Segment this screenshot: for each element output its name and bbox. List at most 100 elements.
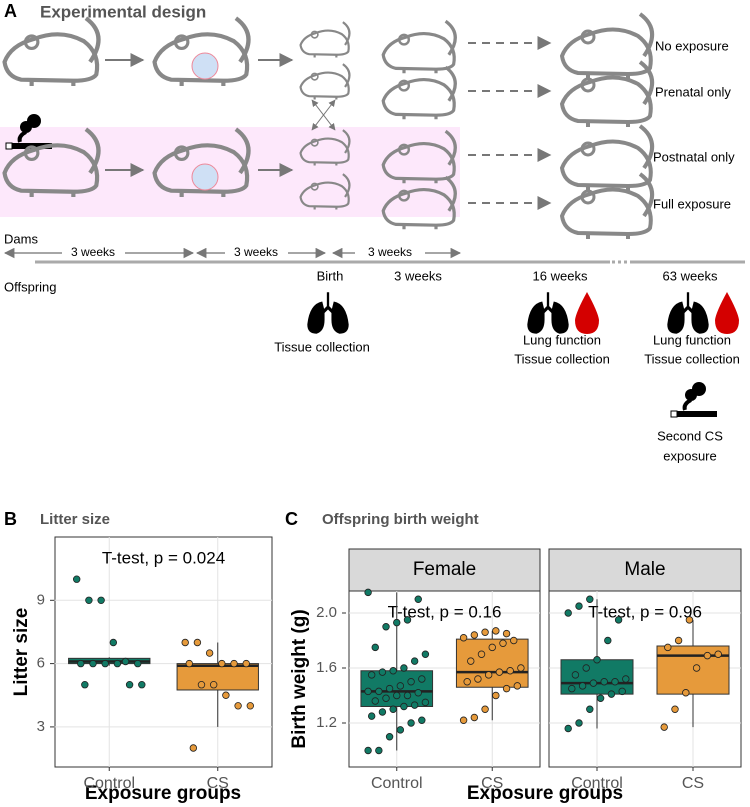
data-point [660,723,668,731]
interval-label: 3 weeks [71,245,115,259]
data-point [407,719,415,727]
lung-icon [667,292,709,334]
data-point [375,746,383,755]
blood-icon [575,292,599,334]
data-point [396,726,405,734]
milestone-action: Lung function [523,332,601,347]
group-label: Prenatal only [655,84,731,99]
data-point [72,575,81,583]
y-tick-label: 9 [37,591,45,608]
lung-icon [527,292,569,334]
exposure-band [0,127,460,217]
lung-icon [307,292,349,334]
y-tick-label: 6 [37,655,45,672]
pup [299,21,351,58]
smoke-icon [671,382,717,417]
data-point [467,657,475,665]
data-point [564,609,572,617]
panel-a: A Experimental design No exposure Prenat… [0,1,745,463]
x-tick-label: CS [207,775,229,792]
data-point [382,623,390,631]
offspring-label: Offspring [4,279,57,294]
data-point [571,671,580,679]
data-point [470,631,479,639]
data-point [403,616,412,624]
data-point [414,689,422,697]
data-point [222,691,230,699]
panel-title: Experimental design [40,2,206,21]
panel-label: B [4,509,17,529]
data-point [367,712,376,720]
offspring [381,19,457,74]
panel-label: A [4,1,17,21]
data-point [582,664,590,672]
data-point [664,643,672,652]
data-point [589,679,598,687]
facet-label: Male [624,559,665,580]
y-axis-title: Birth weight (g) [289,609,310,748]
data-point [113,659,122,668]
facet-label: Female [413,559,476,580]
data-point [607,690,616,698]
data-point [393,691,401,700]
embryo [191,163,219,191]
milestone-action: Tissue collection [514,351,610,366]
data-point [575,719,583,727]
data-point [463,678,471,686]
data-point [407,678,415,686]
data-point [685,616,694,624]
data-point [682,689,690,697]
data-point [378,708,387,716]
data-point [618,687,626,696]
data-point [568,684,576,693]
panel-label: C [285,509,298,529]
data-point [389,705,397,713]
data-point [421,650,430,658]
annotation: T-test, p = 0.96 [588,602,702,621]
data-point [674,636,683,645]
data-point [125,681,134,689]
data-point [488,643,496,652]
data-point [421,698,430,707]
data-point [586,705,594,713]
data-point [382,694,390,702]
data-point [385,684,394,693]
data-point [97,596,105,605]
data-point [692,664,701,672]
dam [5,18,99,86]
second-exposure: Second CS [657,428,723,443]
data-point [481,705,489,713]
facet-strip [548,548,742,592]
data-point [109,638,118,647]
data-point [614,616,623,624]
data-point [459,716,468,724]
data-point [242,659,250,668]
data-point [622,675,630,683]
data-point [484,671,493,679]
data-point [189,744,198,752]
data-point [481,628,489,636]
data-point [474,675,482,683]
second-exposure: exposure [663,448,716,463]
data-point [138,681,146,689]
data-point [230,659,238,668]
group-label: Postnatal only [653,149,735,164]
data-point [205,649,214,657]
data-point [513,682,522,690]
data-point [593,656,601,664]
x-axis-title: Exposure groups [467,783,623,804]
data-point [400,702,408,711]
data-point [604,636,612,645]
panel-title: Litter size [40,511,110,528]
data-point [371,643,379,652]
dashed-arrows [468,36,552,210]
data-point [510,636,518,645]
data-point [364,687,372,696]
data-point [121,657,130,666]
data-point [197,681,206,689]
data-point [89,659,97,668]
data-point [418,716,426,724]
x-tick-label: Control [83,775,135,792]
panel-title: Offspring birth weight [322,511,479,528]
